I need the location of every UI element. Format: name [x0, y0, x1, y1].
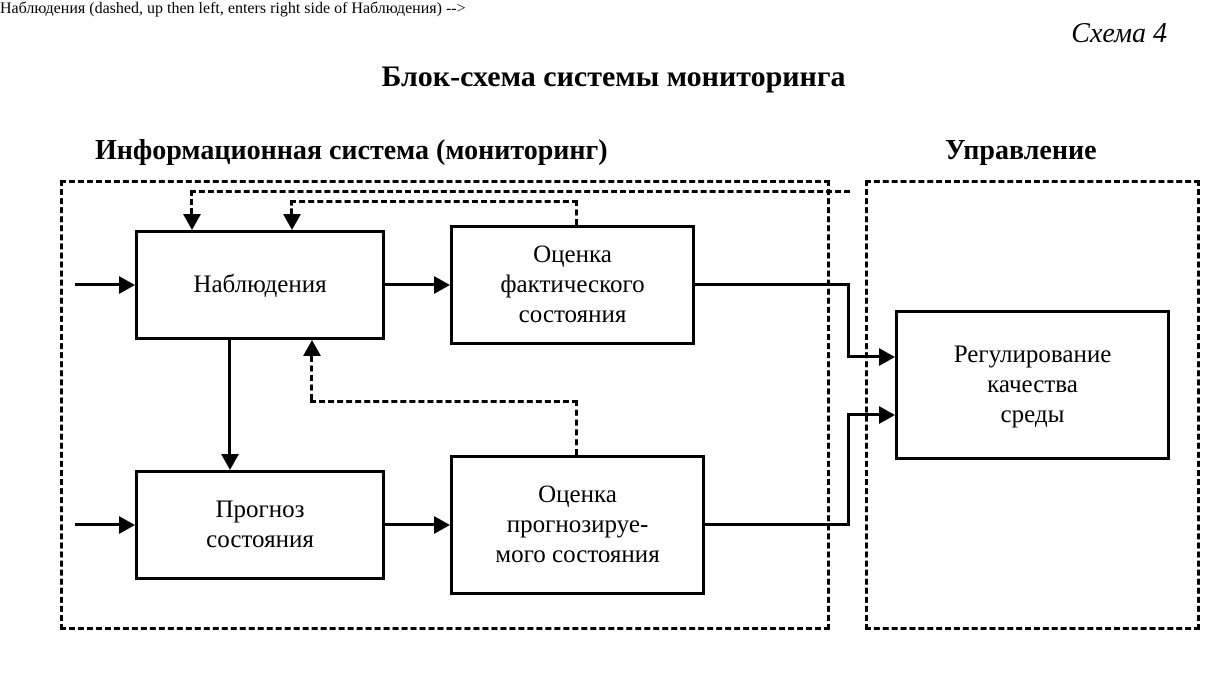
edge-factual-to-observ-b — [290, 200, 578, 203]
edge-outer-feedback-top — [190, 190, 850, 193]
diagram-root: Схема 4 Блок-схема системы мониторинга И… — [0, 0, 1227, 675]
arrowhead — [119, 516, 135, 534]
edge-factual-to-regul-b — [847, 283, 850, 358]
arrowhead — [879, 406, 895, 424]
arrowhead — [879, 348, 895, 366]
edge-outer-feedback-drop — [190, 190, 193, 214]
edge-predicted-to-regul-c — [847, 413, 879, 416]
node-label: Оценкафактическогосостояния — [500, 240, 644, 330]
edge-factual-to-observ-a — [575, 200, 578, 225]
node-label: Наблюдения — [193, 270, 326, 300]
edge-factual-to-observ-c — [290, 200, 293, 214]
node-forecast: Прогнозсостояния — [135, 470, 385, 580]
edge-predicted-to-observ-b — [310, 400, 578, 403]
node-predicted-assessment: Оценкапрогнозируе-мого состояния — [450, 455, 705, 595]
edge-observ-to-forecast — [228, 340, 231, 454]
arrowhead — [221, 454, 239, 470]
node-label: Оценкапрогнозируе-мого состояния — [495, 480, 659, 570]
arrowhead — [283, 214, 301, 230]
section-title-right: Управление — [945, 135, 1097, 167]
edge-factual-to-regul-c — [847, 355, 879, 358]
edge-forecast-to-predicted — [385, 523, 434, 526]
node-observations: Наблюдения — [135, 230, 385, 340]
arrowhead — [183, 214, 201, 230]
page-title: Блок-схема системы мониторинга — [382, 60, 846, 94]
edge-factual-to-regul-a — [695, 283, 850, 286]
arrowhead — [303, 340, 321, 356]
caption: Схема 4 — [1071, 18, 1167, 50]
node-label: Прогнозсостояния — [206, 495, 314, 555]
section-title-left: Информационная система (мониторинг) — [95, 135, 608, 167]
node-regulation: Регулированиекачествасреды — [895, 310, 1170, 460]
edge-external-to-observ — [75, 283, 119, 286]
edge-observ-to-factual — [385, 283, 434, 286]
node-factual-assessment: Оценкафактическогосостояния — [450, 225, 695, 345]
edge-predicted-to-observ-c — [310, 356, 313, 400]
edge-predicted-to-observ-a — [575, 400, 578, 455]
node-label: Регулированиекачествасреды — [954, 340, 1112, 430]
edge-external-to-forecast — [75, 523, 119, 526]
arrowhead — [434, 276, 450, 294]
arrowhead — [119, 276, 135, 294]
arrowhead — [434, 516, 450, 534]
edge-predicted-to-regul-b — [847, 413, 850, 526]
edge-predicted-to-regul-a — [705, 523, 850, 526]
